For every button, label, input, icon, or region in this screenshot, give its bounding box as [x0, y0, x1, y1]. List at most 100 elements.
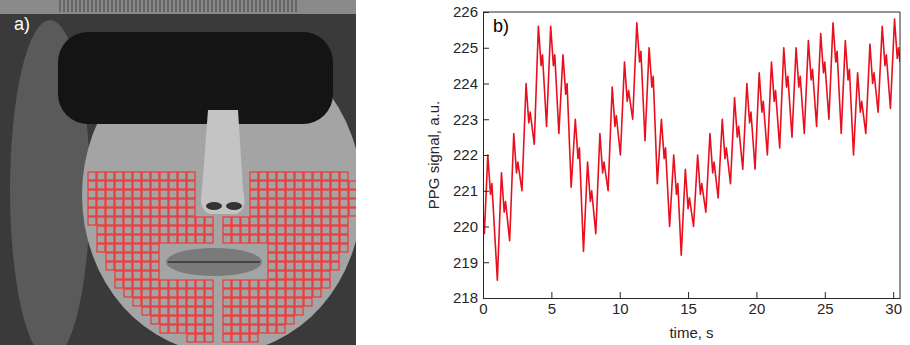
roi-cell: [349, 190, 356, 198]
roi-cell: [295, 190, 303, 198]
roi-cell: [340, 199, 348, 207]
roi-cell: [205, 280, 213, 288]
roi-cell: [331, 199, 339, 207]
roi-cell: [160, 280, 168, 288]
ruler-tick: [220, 0, 221, 12]
ruler-tick: [256, 0, 257, 12]
roi-cell: [196, 316, 204, 324]
roi-cell: [241, 334, 249, 342]
roi-cell: [187, 325, 195, 333]
roi-cell: [133, 172, 141, 180]
roi-cell: [331, 253, 339, 261]
roi-cell: [205, 235, 213, 243]
lip-line: [168, 261, 260, 263]
ruler-tick: [296, 0, 297, 12]
roi-cell: [205, 316, 213, 324]
roi-cell: [106, 235, 114, 243]
ruler-tick: [60, 0, 61, 12]
roi-cell: [88, 181, 96, 189]
roi-cell: [268, 325, 276, 333]
roi-cell: [115, 280, 123, 288]
roi-cell: [124, 172, 132, 180]
roi-cell: [124, 181, 132, 189]
ruler-tick: [124, 0, 125, 12]
ruler-tick: [104, 0, 105, 12]
ruler-tick: [188, 0, 189, 12]
tick-mark: [483, 12, 489, 13]
ruler: [0, 0, 356, 14]
ruler-tick: [152, 0, 153, 12]
ruler-tick: [224, 0, 225, 12]
ruler-tick: [160, 0, 161, 12]
roi-cell: [151, 181, 159, 189]
roi-cell: [349, 181, 356, 189]
roi-cell: [142, 199, 150, 207]
roi-cell: [268, 298, 276, 306]
roi-cell: [268, 289, 276, 297]
tick-label: 15: [680, 300, 697, 317]
roi-cell: [88, 199, 96, 207]
ruler-tick: [264, 0, 265, 12]
ruler-tick: [156, 0, 157, 12]
plot-area: [483, 19, 900, 280]
roi-cell: [241, 235, 249, 243]
roi-cell: [250, 190, 258, 198]
roi-cell: [232, 316, 240, 324]
ruler-tick: [136, 0, 137, 12]
roi-cell: [331, 226, 339, 234]
roi-cell: [250, 289, 258, 297]
roi-cell: [178, 298, 186, 306]
roi-cell: [151, 235, 159, 243]
ruler-tick: [108, 0, 109, 12]
tick: 221: [453, 182, 489, 199]
roi-cell: [268, 217, 276, 225]
roi-cell: [196, 325, 204, 333]
roi-cell: [196, 217, 204, 225]
roi-cell: [133, 190, 141, 198]
roi-cell: [313, 262, 321, 270]
roi-cell: [268, 226, 276, 234]
roi-cell: [115, 199, 123, 207]
roi-cell: [223, 217, 231, 225]
roi-cell: [295, 307, 303, 315]
roi-cell: [286, 253, 294, 261]
roi-cell: [178, 226, 186, 234]
roi-cell: [232, 334, 240, 342]
roi-cell: [187, 307, 195, 315]
roi-cell: [97, 199, 105, 207]
roi-cell: [313, 181, 321, 189]
roi-cell: [295, 208, 303, 216]
tick: 15: [680, 292, 697, 317]
roi-cell: [241, 226, 249, 234]
roi-cell: [133, 271, 141, 279]
roi-cell: [205, 307, 213, 315]
roi-cell: [268, 253, 276, 261]
roi-cell: [259, 217, 267, 225]
roi-cell: [277, 244, 285, 252]
roi-cell: [277, 190, 285, 198]
roi-cell: [295, 262, 303, 270]
tick-label: 5: [548, 300, 556, 317]
roi-cell: [286, 298, 294, 306]
roi-cell: [304, 181, 312, 189]
roi-cell: [250, 172, 258, 180]
tick-mark: [483, 298, 489, 299]
roi-cell: [241, 325, 249, 333]
roi-cell: [304, 208, 312, 216]
roi-cell: [124, 217, 132, 225]
ruler-tick: [212, 0, 213, 12]
tick-mark: [483, 119, 489, 120]
roi-cell: [160, 316, 168, 324]
roi-cell: [115, 235, 123, 243]
roi-cell: [97, 235, 105, 243]
roi-cell: [268, 235, 276, 243]
x-axis: 051015202530: [479, 292, 902, 317]
tick-label: 222: [453, 146, 478, 163]
roi-cell: [286, 172, 294, 180]
tick: 222: [453, 146, 489, 163]
roi-cell: [286, 217, 294, 225]
roi-cell: [115, 253, 123, 261]
roi-cell: [259, 208, 267, 216]
roi-cell: [124, 190, 132, 198]
tick: 225: [453, 39, 489, 56]
